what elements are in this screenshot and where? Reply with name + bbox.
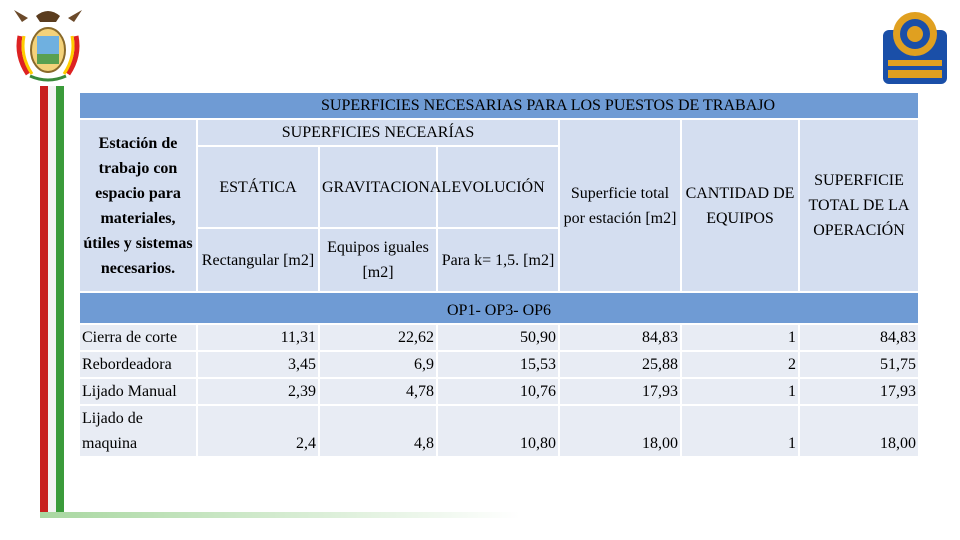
coat-of-arms-logo [14, 10, 82, 82]
row-qty: 2 [680, 350, 800, 379]
footer-gradient-bar [40, 512, 520, 518]
espe-mechatronics-logo [883, 12, 947, 84]
row-total: 18,00 [558, 404, 682, 458]
row-grav: 22,62 [318, 323, 438, 352]
table-title-row: SUPERFICIES NECESARIAS PARA LOS PUESTOS … [77, 91, 921, 120]
row-qty: 1 [680, 323, 800, 352]
row-grav: 4,8 [318, 404, 438, 458]
table-row: Cierra de corte 11,31 22,62 50,90 84,83 … [78, 323, 921, 352]
row-op-total: 17,93 [797, 377, 921, 406]
row-name: Lijado Manual [78, 377, 198, 406]
row-name: Cierra de corte [78, 323, 198, 352]
table-title: SUPERFICIES NECESARIAS PARA LOS PUESTOS … [77, 91, 921, 120]
header-row-2: ESTÁTICA GRAVITACIONAL EVOLUCIÓN [79, 145, 919, 229]
operations-row: OP1- OP3- OP6 [77, 291, 921, 325]
gravitational-header: GRAVITACIONAL [318, 145, 451, 229]
row-op-total: 18,00 [797, 404, 921, 458]
table-row: Lijado Manual 2,39 4,78 10,76 17,93 1 17… [78, 377, 921, 406]
header-row-3: Rectangular [m2] Equipos iguales [m2] Pa… [79, 227, 919, 293]
row-grav: 6,9 [318, 350, 438, 379]
row-grav: 4,78 [318, 377, 438, 406]
operations-label: OP1- OP3- OP6 [77, 291, 921, 325]
row-evol: 50,90 [436, 323, 560, 352]
row-static: 3,45 [196, 350, 320, 379]
static-unit: Rectangular [m2] [196, 227, 320, 293]
evolution-unit: Para k= 1,5. [m2] [436, 227, 560, 293]
row-qty: 1 [680, 377, 800, 406]
quantity-header: CANTIDAD DE EQUIPOS [680, 118, 800, 293]
flag-stripes [40, 86, 64, 518]
total-per-station-header: Superficie total por estación [m2] [558, 118, 682, 293]
row-total: 17,93 [558, 377, 682, 406]
station-header: Estación de trabajo con espacio para mat… [78, 118, 198, 293]
gravitational-unit: Equipos iguales [m2] [318, 227, 438, 293]
row-name: Rebordeadora [78, 350, 198, 379]
row-total: 25,88 [558, 350, 682, 379]
row-evol: 10,76 [436, 377, 560, 406]
header-row-1: Estación de trabajo con espacio para mat… [78, 118, 921, 293]
row-static: 11,31 [196, 323, 320, 352]
row-evol: 15,53 [436, 350, 560, 379]
table-row: Lijado de maquina 2,4 4,8 10,80 18,00 1 … [78, 404, 921, 458]
static-header: ESTÁTICA [196, 145, 320, 229]
row-static: 2,39 [196, 377, 320, 406]
row-static: 2,4 [196, 404, 320, 458]
surfaces-table: SUPERFICIES NECESARIAS PARA LOS PUESTOS … [77, 91, 921, 458]
evolution-header: EVOLUCIÓN [436, 145, 560, 229]
row-evol: 10,80 [436, 404, 560, 458]
row-op-total: 51,75 [797, 350, 921, 379]
row-total: 84,83 [558, 323, 682, 352]
row-op-total: 84,83 [797, 323, 921, 352]
surfaces-header: SUPERFICIES NECEARÍAS [196, 118, 560, 147]
table-row: Rebordeadora 3,45 6,9 15,53 25,88 2 51,7… [78, 350, 921, 379]
row-name: Lijado de maquina [78, 404, 198, 458]
total-operation-header: SUPERFICIE TOTAL DE LA OPERACIÓN [797, 118, 921, 293]
row-qty: 1 [680, 404, 800, 458]
